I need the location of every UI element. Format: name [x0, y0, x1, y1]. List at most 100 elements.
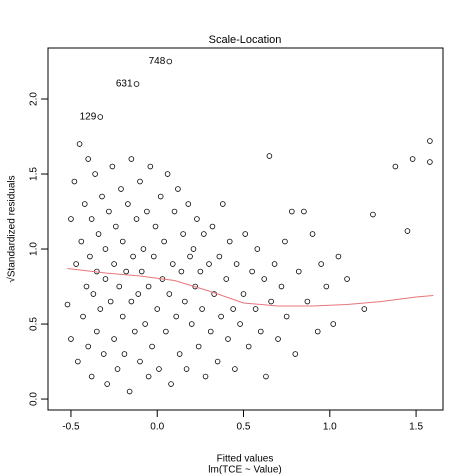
point [292, 351, 299, 357]
point [164, 171, 171, 177]
point [223, 276, 230, 282]
point [183, 366, 190, 372]
point-label: 748 [149, 56, 166, 67]
point [301, 208, 307, 215]
point [216, 253, 223, 260]
point [102, 246, 109, 252]
y-tick-label: 1.5 [29, 167, 40, 181]
point [271, 261, 278, 267]
point [199, 306, 205, 312]
point [282, 238, 288, 245]
point [64, 301, 71, 308]
point [232, 366, 238, 372]
point [295, 268, 302, 275]
point [161, 238, 167, 245]
point [137, 178, 143, 185]
point [166, 291, 173, 297]
point [427, 159, 433, 165]
point [194, 216, 200, 222]
plot-frame [47, 47, 444, 411]
point [240, 291, 247, 297]
point [126, 388, 133, 395]
point [392, 163, 399, 170]
point [144, 208, 150, 215]
point [157, 193, 164, 200]
point [78, 238, 85, 245]
point [168, 381, 174, 387]
point [133, 81, 140, 87]
x-tick-label: 0.0 [150, 422, 164, 433]
point [309, 231, 316, 237]
point [201, 231, 207, 237]
point [95, 231, 102, 237]
point [140, 246, 147, 252]
x-axis-sublabel: lm(TCE ~ Value) [208, 465, 281, 474]
point [370, 211, 376, 218]
point [178, 268, 185, 275]
point [73, 261, 79, 267]
point [318, 261, 324, 267]
point [90, 291, 97, 297]
point [173, 313, 180, 320]
point [190, 246, 197, 252]
point [171, 208, 178, 215]
point [344, 276, 350, 282]
point [116, 283, 123, 290]
point [88, 373, 95, 380]
point [149, 343, 155, 350]
point [185, 201, 192, 207]
point [335, 253, 342, 260]
point [275, 336, 281, 342]
point [76, 141, 83, 147]
point [182, 298, 188, 305]
point [128, 298, 135, 305]
point [99, 193, 105, 200]
point [145, 373, 152, 380]
point [138, 268, 145, 275]
point [263, 373, 269, 380]
point [145, 283, 152, 290]
point [68, 336, 74, 342]
point [106, 208, 112, 215]
point [230, 306, 236, 312]
point [135, 291, 142, 297]
point [71, 178, 78, 185]
smooth-line [67, 268, 434, 307]
x-tick-label: 1.5 [409, 422, 423, 433]
point [107, 298, 114, 305]
point [209, 223, 216, 230]
point [150, 253, 157, 260]
point [118, 186, 124, 192]
point [142, 321, 148, 327]
point [175, 186, 181, 192]
point [80, 313, 86, 320]
point-label: 129 [80, 112, 97, 123]
point [125, 201, 131, 207]
point [206, 261, 212, 267]
point [166, 58, 173, 65]
point [237, 321, 243, 327]
y-axis-label: √Standardized residuals [6, 175, 18, 282]
point [104, 381, 110, 387]
point [404, 228, 411, 234]
point [130, 253, 136, 260]
point [188, 321, 195, 327]
point [75, 358, 81, 365]
x-tick-label: 1.0 [323, 422, 337, 433]
point [114, 366, 121, 372]
y-tick-label: 0.0 [29, 392, 40, 406]
point [83, 283, 90, 290]
x-axis-label: Fitted values [217, 454, 274, 465]
point [187, 253, 193, 260]
point [218, 313, 224, 320]
point [81, 201, 88, 207]
point [220, 201, 226, 207]
x-tick-label: -0.5 [62, 422, 80, 433]
point [225, 336, 231, 342]
point [202, 373, 209, 380]
y-tick-label: 1.0 [29, 242, 40, 256]
point [169, 261, 176, 267]
point [180, 231, 186, 237]
point [154, 306, 161, 312]
point [97, 306, 104, 312]
